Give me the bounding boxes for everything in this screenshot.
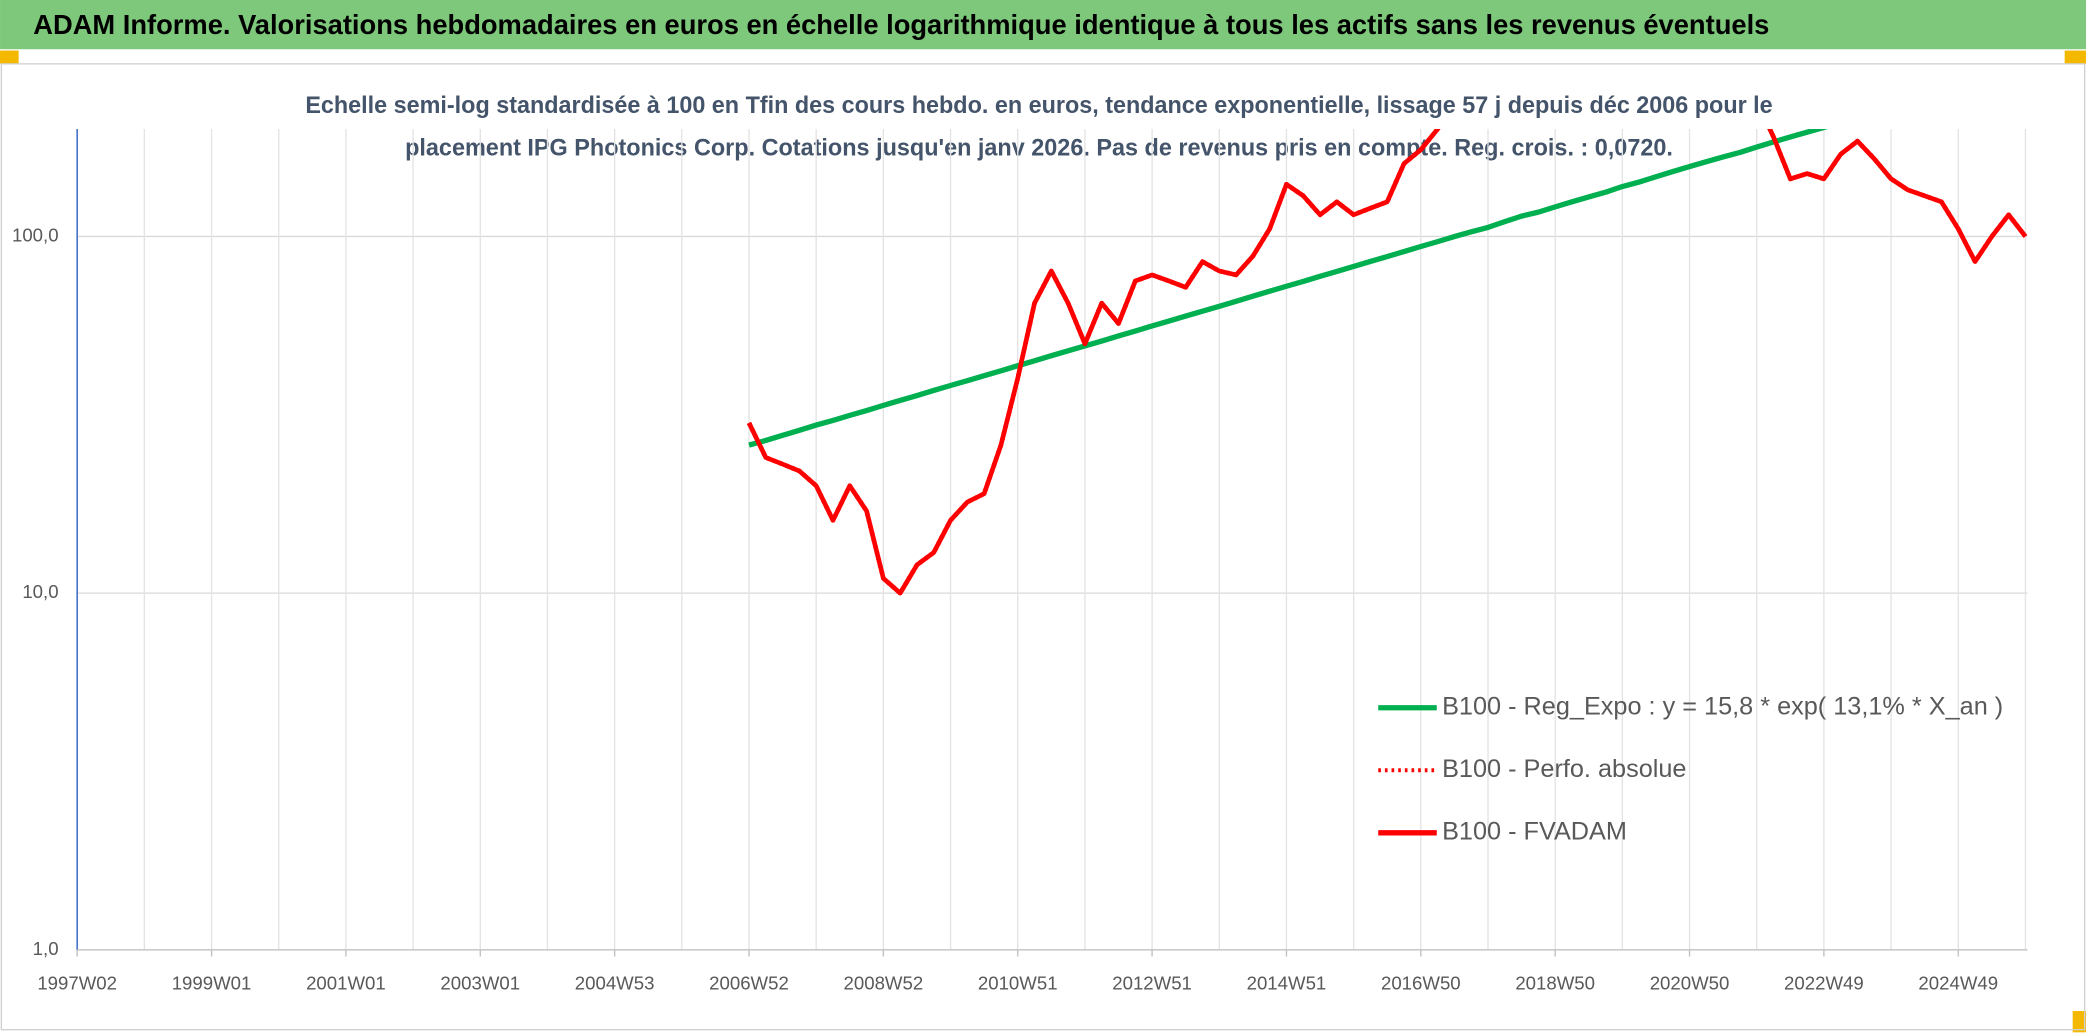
x-tick-label: 2008W52 [844, 972, 924, 993]
title-bar [0, 0, 2086, 50]
corner-mark [2072, 1011, 2086, 1033]
chart-title: ADAM Informe. Valorisations hebdomadaire… [33, 9, 1769, 40]
x-tick-label: 2022W49 [1784, 972, 1864, 993]
y-tick-label: 10,0 [22, 581, 58, 602]
frame [0, 63, 2086, 1031]
corner-mark [2064, 50, 2086, 64]
corner-mark [0, 50, 19, 64]
legend-label: B100 - Reg_Expo : y = 15,8 * exp( 13,1% … [1442, 692, 2003, 720]
plot-area [746, 129, 2028, 596]
y-tick-label: 100,0 [12, 224, 59, 245]
x-tick-label: 2018W50 [1515, 972, 1595, 993]
x-tick-label: 2004W53 [575, 972, 655, 993]
x-tick-label: 2006W52 [709, 972, 789, 993]
x-tick-label: 2003W01 [440, 972, 520, 993]
subtitle: placement IPG Photonics Corp. Cotations … [405, 134, 1673, 161]
x-tick-label: 1999W01 [172, 972, 252, 993]
legend-label: B100 - Perfo. absolue [1442, 755, 1686, 783]
legend-label: B100 - FVADAM [1442, 817, 1627, 845]
x-tick-label: 2020W50 [1650, 972, 1730, 993]
x-tick-label: 1997W02 [37, 972, 117, 993]
series-line [748, 129, 1828, 448]
x-tick-label: 2014W51 [1247, 972, 1327, 993]
subtitle: Echelle semi-log standardisée à 100 en T… [305, 92, 1772, 119]
x-tick-label: 2012W51 [1112, 972, 1192, 993]
x-tick-label: 2010W51 [978, 972, 1058, 993]
x-tick-label: 2001W01 [306, 972, 386, 993]
x-tick-label: 2016W50 [1381, 972, 1461, 993]
y-tick-label: 1,0 [33, 938, 59, 959]
x-tick-label: 2024W49 [1918, 972, 1998, 993]
legend: B100 - Reg_Expo : y = 15,8 * exp( 13,1% … [1378, 692, 2003, 845]
series-line [746, 129, 2028, 596]
